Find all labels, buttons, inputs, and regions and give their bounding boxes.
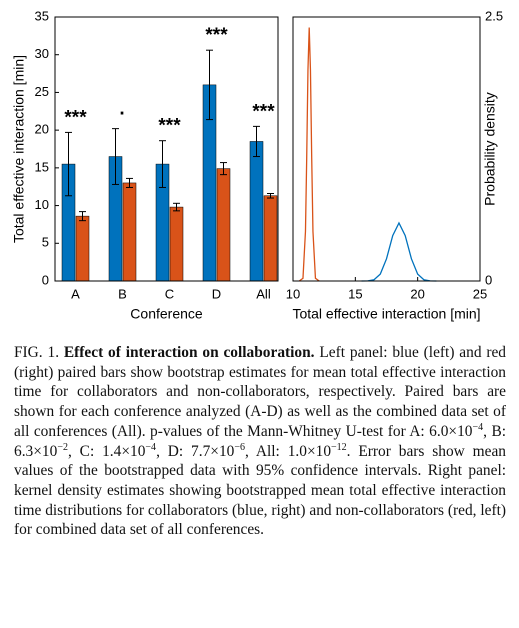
caption-exponent: −12 — [331, 441, 347, 453]
caption-text: . Error bars show mean values of the boo… — [14, 442, 506, 539]
error-bar — [206, 49, 213, 121]
bar — [216, 168, 231, 282]
bar — [263, 195, 278, 282]
significance-label: *** — [158, 116, 181, 137]
density-line — [361, 221, 437, 282]
bar — [249, 141, 264, 282]
caption-text: , D: 7.7×10 — [156, 442, 235, 460]
x-tick-label: B — [118, 286, 127, 301]
y-tick-label: 20 — [35, 122, 49, 137]
caption-text: , All: 1.0×10 — [245, 442, 332, 460]
y-tick-label: 35 — [35, 8, 49, 23]
density-line — [298, 27, 320, 282]
bar — [122, 182, 137, 282]
x-tick-label: 15 — [348, 286, 362, 301]
error-bar — [267, 193, 274, 199]
error-bar — [220, 162, 227, 176]
significance-label: *** — [205, 25, 228, 46]
caption-label: FIG. 1. — [14, 344, 60, 361]
error-bar — [79, 211, 86, 222]
axes-box — [54, 16, 279, 282]
error-bar — [112, 128, 119, 185]
y-tick-label: 15 — [35, 159, 49, 174]
error-bar — [159, 140, 166, 188]
y-tick-label: 5 — [42, 235, 49, 250]
y-tick-label: 25 — [35, 84, 49, 99]
bar — [169, 206, 184, 282]
significance-label: *** — [64, 107, 87, 128]
significance-label: *** — [252, 101, 275, 122]
x-tick-label: 10 — [286, 286, 300, 301]
axes-box — [292, 16, 481, 282]
y-axis-label: Total effective interaction [min] — [11, 55, 27, 243]
figure: 0 5 10 15 20 25 30 35 Total effective interactio… — [11, 8, 503, 322]
error-bar — [253, 125, 260, 158]
y-tick-label: 0 — [42, 272, 49, 287]
x-tick-label: 20 — [410, 286, 424, 301]
caption-text: Left panel: blue (left) and red (right) … — [14, 344, 507, 440]
x-tick-label: C — [165, 286, 174, 301]
y-tick-label: 10 — [35, 197, 49, 212]
x-tick-label: A — [71, 286, 80, 301]
y-tick-label: 0 — [485, 272, 492, 287]
caption-text: , C: 1.4×10 — [67, 442, 146, 460]
bar — [75, 215, 90, 282]
x-tick-label: D — [212, 286, 221, 301]
caption: FIG. 1. Effect of interaction on collabo… — [14, 343, 506, 540]
y-tick-label: 30 — [35, 46, 49, 61]
caption-exponent: −2 — [57, 441, 68, 453]
x-tick-label: 25 — [473, 286, 487, 301]
error-bar — [65, 131, 72, 197]
caption-exponent: −4 — [472, 421, 484, 433]
x-axis-label: Total effective interaction [min] — [292, 306, 480, 322]
x-tick-label: All — [256, 286, 271, 301]
y-axis-label: Probability density — [482, 92, 498, 206]
caption-title: Effect of interaction on collaboration. — [63, 344, 315, 361]
x-axis-label: Conference — [130, 306, 203, 322]
y-tick-label: 2.5 — [485, 8, 503, 23]
caption-exponent: −6 — [234, 441, 246, 453]
error-bar — [173, 202, 180, 212]
caption-text: , B: 6.3×10 — [14, 422, 506, 460]
caption-exponent: −4 — [145, 441, 157, 453]
significance-label: · — [119, 104, 125, 125]
error-bar — [126, 177, 133, 188]
